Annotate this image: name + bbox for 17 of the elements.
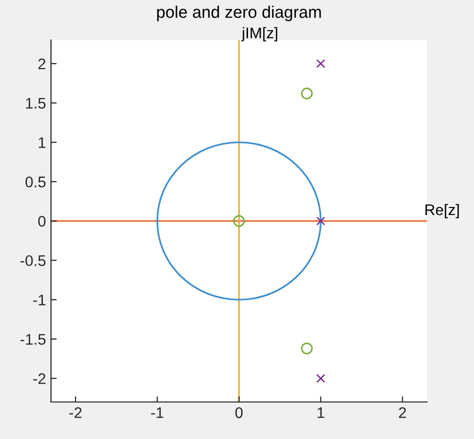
annotation: Re[z]	[425, 204, 459, 218]
y-tick-label: -2	[33, 373, 46, 384]
x-tick-label: 0	[235, 407, 243, 418]
x-tick-label: 1	[318, 407, 324, 418]
y-tick-label: 0	[38, 216, 46, 227]
y-tick-label: 2	[38, 58, 46, 70]
y-tick-label: -0.5	[20, 255, 46, 266]
x-tick-label: -2	[69, 407, 82, 418]
y-tick-label: -1	[33, 294, 46, 306]
y-tick-label: -1.5	[20, 334, 46, 345]
x-tick-label: -1	[151, 407, 164, 418]
x-tick-label: 2	[399, 407, 406, 418]
annotation: jIM[z]	[241, 27, 278, 42]
chart-title: pole and zero diagram	[157, 6, 321, 22]
y-tick-label: 1.5	[26, 98, 46, 109]
y-tick-label: 0.5	[26, 176, 46, 188]
y-tick-label: 1	[38, 137, 46, 148]
